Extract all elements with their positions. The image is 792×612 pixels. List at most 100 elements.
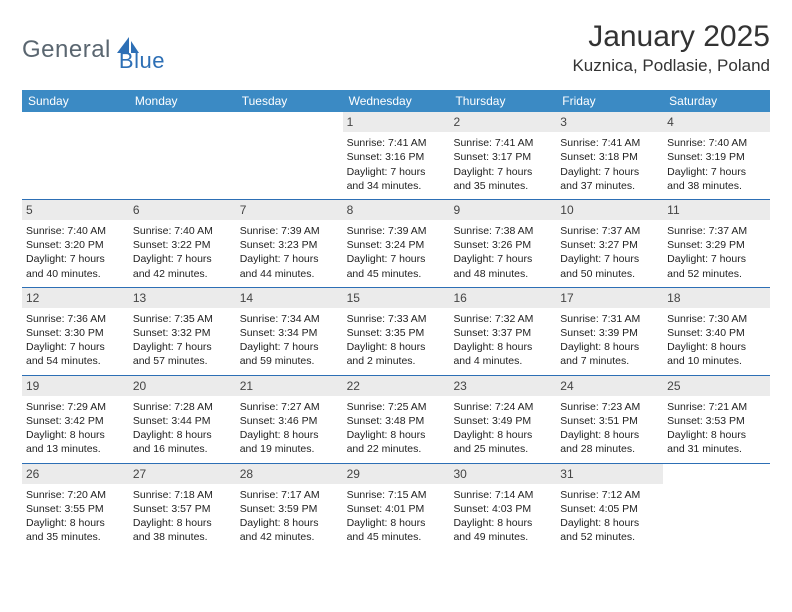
calendar-day — [663, 464, 770, 551]
day-number: 27 — [129, 464, 236, 484]
day-details: Sunrise: 7:14 AMSunset: 4:03 PMDaylight:… — [451, 488, 554, 545]
weekday-header: Thursday — [449, 90, 556, 112]
calendar-day — [129, 112, 236, 199]
day-number: 3 — [556, 112, 663, 132]
calendar-day: 31 Sunrise: 7:12 AMSunset: 4:05 PMDayligh… — [556, 464, 663, 551]
weekday-header: Monday — [129, 90, 236, 112]
day-details: Sunrise: 7:33 AMSunset: 3:35 PMDaylight:… — [345, 312, 448, 369]
day-details: Sunrise: 7:37 AMSunset: 3:27 PMDaylight:… — [558, 224, 661, 281]
calendar-day — [22, 112, 129, 199]
day-details: Sunrise: 7:41 AMSunset: 3:17 PMDaylight:… — [451, 136, 554, 193]
calendar-day: 6Sunrise: 7:40 AMSunset: 3:22 PMDaylight… — [129, 200, 236, 287]
calendar-day: 15 Sunrise: 7:33 AMSunset: 3:35 PMDayligh… — [343, 288, 450, 375]
day-number: 2 — [449, 112, 556, 132]
day-details: Sunrise: 7:32 AMSunset: 3:37 PMDaylight:… — [451, 312, 554, 369]
day-details: Sunrise: 7:34 AMSunset: 3:34 PMDaylight:… — [238, 312, 341, 369]
day-details: Sunrise: 7:41 AMSunset: 3:18 PMDaylight:… — [558, 136, 661, 193]
day-details: Sunrise: 7:20 AMSunset: 3:55 PMDaylight:… — [24, 488, 127, 545]
day-details: Sunrise: 7:31 AMSunset: 3:39 PMDaylight:… — [558, 312, 661, 369]
weekday-header: Saturday — [663, 90, 770, 112]
calendar-day: 29Sunrise: 7:15 AMSunset: 4:01 PMDayligh… — [343, 464, 450, 551]
page: General Blue January 2025 Kuznica, Podla… — [0, 0, 792, 570]
day-details: Sunrise: 7:18 AMSunset: 3:57 PMDaylight:… — [131, 488, 234, 545]
day-number — [663, 464, 770, 484]
day-details: Sunrise: 7:21 AMSunset: 3:53 PMDaylight:… — [665, 400, 768, 457]
day-details: Sunrise: 7:27 AMSunset: 3:46 PMDaylight:… — [238, 400, 341, 457]
day-details: Sunrise: 7:24 AMSunset: 3:49 PMDaylight:… — [451, 400, 554, 457]
header: General Blue January 2025 Kuznica, Podla… — [22, 20, 770, 76]
day-number: 22 — [343, 376, 450, 396]
day-details: Sunrise: 7:30 AMSunset: 3:40 PMDaylight:… — [665, 312, 768, 369]
calendar-day: 20 Sunrise: 7:28 AMSunset: 3:44 PMDayligh… — [129, 376, 236, 463]
day-number: 4 — [663, 112, 770, 132]
day-details: Sunrise: 7:23 AMSunset: 3:51 PMDaylight:… — [558, 400, 661, 457]
day-number: 19 — [22, 376, 129, 396]
brand-name-a: General — [22, 36, 111, 64]
calendar: SundayMondayTuesdayWednesdayThursdayFrid… — [22, 90, 770, 550]
brand-logo: General Blue — [22, 20, 165, 74]
calendar-day: 7 Sunrise: 7:39 AMSunset: 3:23 PMDaylight… — [236, 200, 343, 287]
day-number: 18 — [663, 288, 770, 308]
day-number: 13 — [129, 288, 236, 308]
day-number: 26 — [22, 464, 129, 484]
brand-name-b: Blue — [119, 48, 165, 74]
calendar-day: 25 Sunrise: 7:21 AMSunset: 3:53 PMDayligh… — [663, 376, 770, 463]
day-number: 16 — [449, 288, 556, 308]
calendar-week: 12Sunrise: 7:36 AMSunset: 3:30 PMDayligh… — [22, 287, 770, 375]
day-details: Sunrise: 7:38 AMSunset: 3:26 PMDaylight:… — [451, 224, 554, 281]
calendar-day: 11 Sunrise: 7:37 AMSunset: 3:29 PMDayligh… — [663, 200, 770, 287]
day-number: 17 — [556, 288, 663, 308]
day-number: 21 — [236, 376, 343, 396]
day-number — [236, 112, 343, 132]
day-number: 7 — [236, 200, 343, 220]
day-number: 28 — [236, 464, 343, 484]
day-number: 10 — [556, 200, 663, 220]
calendar-day: 22 Sunrise: 7:25 AMSunset: 3:48 PMDayligh… — [343, 376, 450, 463]
calendar-day: 10 Sunrise: 7:37 AMSunset: 3:27 PMDayligh… — [556, 200, 663, 287]
day-details: Sunrise: 7:25 AMSunset: 3:48 PMDaylight:… — [345, 400, 448, 457]
day-number: 25 — [663, 376, 770, 396]
day-number: 31 — [556, 464, 663, 484]
calendar-day: 18 Sunrise: 7:30 AMSunset: 3:40 PMDayligh… — [663, 288, 770, 375]
day-details: Sunrise: 7:39 AMSunset: 3:23 PMDaylight:… — [238, 224, 341, 281]
day-number: 8 — [343, 200, 450, 220]
day-details: Sunrise: 7:17 AMSunset: 3:59 PMDaylight:… — [238, 488, 341, 545]
calendar-week: 1Sunrise: 7:41 AMSunset: 3:16 PMDaylight… — [22, 112, 770, 199]
day-details: Sunrise: 7:40 AMSunset: 3:19 PMDaylight:… — [665, 136, 768, 193]
calendar-day: 24 Sunrise: 7:23 AMSunset: 3:51 PMDayligh… — [556, 376, 663, 463]
day-number: 1 — [343, 112, 450, 132]
day-details: Sunrise: 7:37 AMSunset: 3:29 PMDaylight:… — [665, 224, 768, 281]
title-block: January 2025 Kuznica, Podlasie, Poland — [572, 20, 770, 76]
calendar-day: 16 Sunrise: 7:32 AMSunset: 3:37 PMDayligh… — [449, 288, 556, 375]
day-number: 20 — [129, 376, 236, 396]
day-number: 5 — [22, 200, 129, 220]
weekday-header: Sunday — [22, 90, 129, 112]
calendar-day: 26 Sunrise: 7:20 AMSunset: 3:55 PMDayligh… — [22, 464, 129, 551]
day-number — [129, 112, 236, 132]
calendar-day: 4 Sunrise: 7:40 AMSunset: 3:19 PMDaylight… — [663, 112, 770, 199]
calendar-day: 3 Sunrise: 7:41 AMSunset: 3:18 PMDaylight… — [556, 112, 663, 199]
day-details: Sunrise: 7:28 AMSunset: 3:44 PMDaylight:… — [131, 400, 234, 457]
calendar-day: 5Sunrise: 7:40 AMSunset: 3:20 PMDaylight… — [22, 200, 129, 287]
day-details: Sunrise: 7:35 AMSunset: 3:32 PMDaylight:… — [131, 312, 234, 369]
location: Kuznica, Podlasie, Poland — [572, 56, 770, 76]
calendar-day: 21 Sunrise: 7:27 AMSunset: 3:46 PMDayligh… — [236, 376, 343, 463]
day-details: Sunrise: 7:12 AMSunset: 4:05 PMDaylight:… — [558, 488, 661, 545]
day-number: 15 — [343, 288, 450, 308]
calendar-day: 27 Sunrise: 7:18 AMSunset: 3:57 PMDayligh… — [129, 464, 236, 551]
day-number — [22, 112, 129, 132]
weekday-header: Friday — [556, 90, 663, 112]
day-details: Sunrise: 7:40 AMSunset: 3:22 PMDaylight:… — [131, 224, 234, 281]
calendar-day: 2 Sunrise: 7:41 AMSunset: 3:17 PMDaylight… — [449, 112, 556, 199]
calendar-week: 19Sunrise: 7:29 AMSunset: 3:42 PMDayligh… — [22, 375, 770, 463]
day-number: 11 — [663, 200, 770, 220]
calendar-day: 9Sunrise: 7:38 AMSunset: 3:26 PMDaylight… — [449, 200, 556, 287]
calendar-body: 1Sunrise: 7:41 AMSunset: 3:16 PMDaylight… — [22, 112, 770, 550]
calendar-day: 23Sunrise: 7:24 AMSunset: 3:49 PMDayligh… — [449, 376, 556, 463]
weekday-header-row: SundayMondayTuesdayWednesdayThursdayFrid… — [22, 90, 770, 112]
calendar-day: 12Sunrise: 7:36 AMSunset: 3:30 PMDayligh… — [22, 288, 129, 375]
day-number: 24 — [556, 376, 663, 396]
calendar-day: 1Sunrise: 7:41 AMSunset: 3:16 PMDaylight… — [343, 112, 450, 199]
calendar-day: 30Sunrise: 7:14 AMSunset: 4:03 PMDayligh… — [449, 464, 556, 551]
calendar-day: 17 Sunrise: 7:31 AMSunset: 3:39 PMDayligh… — [556, 288, 663, 375]
